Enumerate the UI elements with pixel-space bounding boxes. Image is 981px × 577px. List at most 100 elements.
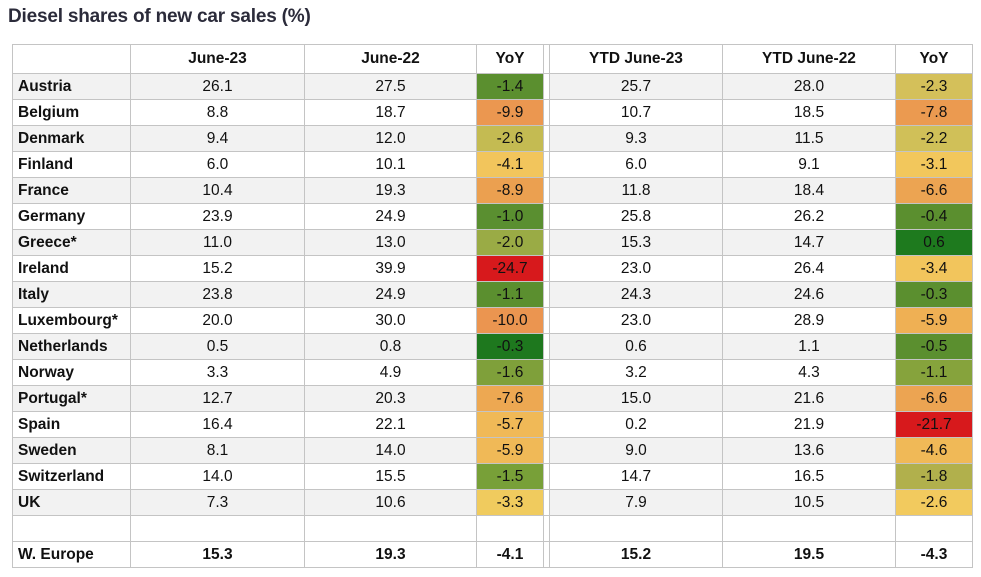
ytd-yoy-cell: -0.4	[895, 203, 973, 230]
june-23-cell: 8.8	[130, 99, 305, 126]
june-22-cell: 0.8	[304, 333, 477, 360]
ytd-june-22-cell: 16.5	[722, 463, 896, 490]
june-22-cell: 10.1	[304, 151, 477, 178]
june-23-cell: 15.2	[130, 255, 305, 282]
country-cell	[12, 515, 131, 542]
ytd-yoy-cell: 0.6	[895, 229, 973, 256]
june-22-cell: 24.9	[304, 281, 477, 308]
ytd-june-23-cell: 15.2	[549, 541, 723, 568]
header-row: June-23 June-22 YoY YTD June-23 YTD June…	[12, 44, 973, 74]
header-country	[12, 44, 131, 74]
ytd-yoy-cell: -1.1	[895, 359, 973, 386]
yoy-cell: -1.1	[476, 281, 544, 308]
june-23-cell: 23.8	[130, 281, 305, 308]
header-yoy: YoY	[476, 44, 544, 74]
country-cell: Germany	[12, 203, 131, 230]
table-row: Denmark 9.4 12.0 -2.6 9.3 11.5 -2.2	[12, 125, 973, 152]
june-23-cell: 0.5	[130, 333, 305, 360]
june-22-cell: 24.9	[304, 203, 477, 230]
table-row: France 10.4 19.3 -8.9 11.8 18.4 -6.6	[12, 177, 973, 204]
june-23-cell: 11.0	[130, 229, 305, 256]
table-row: Sweden 8.1 14.0 -5.9 9.0 13.6 -4.6	[12, 437, 973, 464]
june-22-cell: 10.6	[304, 489, 477, 516]
country-cell: Sweden	[12, 437, 131, 464]
ytd-june-23-cell: 9.3	[549, 125, 723, 152]
ytd-june-22-cell: 21.9	[722, 411, 896, 438]
table-row: Netherlands 0.5 0.8 -0.3 0.6 1.1 -0.5	[12, 333, 973, 360]
country-cell: Greece*	[12, 229, 131, 256]
total-row: W. Europe 15.3 19.3 -4.1 15.2 19.5 -4.3	[12, 541, 973, 568]
ytd-yoy-cell: -7.8	[895, 99, 973, 126]
header-june-23: June-23	[130, 44, 305, 74]
country-cell: Switzerland	[12, 463, 131, 490]
ytd-yoy-cell: -3.4	[895, 255, 973, 282]
diesel-share-table: June-23 June-22 YoY YTD June-23 YTD June…	[12, 44, 973, 568]
ytd-yoy-cell: -21.7	[895, 411, 973, 438]
june-22-cell: 15.5	[304, 463, 477, 490]
country-cell: Luxembourg*	[12, 307, 131, 334]
ytd-june-22-cell: 26.2	[722, 203, 896, 230]
june-22-cell: 19.3	[304, 177, 477, 204]
country-cell: W. Europe	[12, 541, 131, 568]
header-ytd-yoy: YoY	[895, 44, 973, 74]
table-row: Belgium 8.8 18.7 -9.9 10.7 18.5 -7.8	[12, 99, 973, 126]
yoy-cell: -24.7	[476, 255, 544, 282]
ytd-yoy-cell: -6.6	[895, 177, 973, 204]
june-23-cell: 10.4	[130, 177, 305, 204]
ytd-yoy-cell: -0.5	[895, 333, 973, 360]
yoy-cell: -5.9	[476, 437, 544, 464]
country-cell: Italy	[12, 281, 131, 308]
header-june-22: June-22	[304, 44, 477, 74]
ytd-june-23-cell: 14.7	[549, 463, 723, 490]
table-row: Italy 23.8 24.9 -1.1 24.3 24.6 -0.3	[12, 281, 973, 308]
ytd-yoy-cell: -5.9	[895, 307, 973, 334]
ytd-june-23-cell: 23.0	[549, 255, 723, 282]
country-cell: Ireland	[12, 255, 131, 282]
ytd-yoy-cell	[895, 515, 973, 542]
ytd-june-22-cell: 11.5	[722, 125, 896, 152]
yoy-cell: -1.5	[476, 463, 544, 490]
ytd-june-23-cell: 3.2	[549, 359, 723, 386]
ytd-june-22-cell: 28.9	[722, 307, 896, 334]
blank-row	[12, 515, 973, 542]
june-23-cell: 16.4	[130, 411, 305, 438]
yoy-cell: -5.7	[476, 411, 544, 438]
country-cell: Belgium	[12, 99, 131, 126]
ytd-june-22-cell: 26.4	[722, 255, 896, 282]
table-row: Norway 3.3 4.9 -1.6 3.2 4.3 -1.1	[12, 359, 973, 386]
country-cell: Netherlands	[12, 333, 131, 360]
ytd-june-23-cell: 15.0	[549, 385, 723, 412]
country-cell: Denmark	[12, 125, 131, 152]
yoy-cell: -1.0	[476, 203, 544, 230]
june-23-cell: 8.1	[130, 437, 305, 464]
ytd-june-22-cell: 9.1	[722, 151, 896, 178]
yoy-cell: -0.3	[476, 333, 544, 360]
june-23-cell: 6.0	[130, 151, 305, 178]
june-23-cell: 23.9	[130, 203, 305, 230]
june-23-cell	[130, 515, 305, 542]
june-22-cell: 18.7	[304, 99, 477, 126]
country-cell: Finland	[12, 151, 131, 178]
table-row: UK 7.3 10.6 -3.3 7.9 10.5 -2.6	[12, 489, 973, 516]
ytd-june-22-cell: 4.3	[722, 359, 896, 386]
ytd-june-22-cell: 28.0	[722, 73, 896, 100]
june-22-cell: 13.0	[304, 229, 477, 256]
ytd-yoy-cell: -3.1	[895, 151, 973, 178]
ytd-june-23-cell: 25.7	[549, 73, 723, 100]
country-cell: Norway	[12, 359, 131, 386]
yoy-cell: -7.6	[476, 385, 544, 412]
ytd-june-23-cell: 25.8	[549, 203, 723, 230]
header-ytd-june-23: YTD June-23	[549, 44, 723, 74]
june-22-cell: 27.5	[304, 73, 477, 100]
yoy-cell: -1.4	[476, 73, 544, 100]
table-row: Germany 23.9 24.9 -1.0 25.8 26.2 -0.4	[12, 203, 973, 230]
ytd-june-22-cell: 1.1	[722, 333, 896, 360]
yoy-cell: -2.6	[476, 125, 544, 152]
ytd-june-23-cell	[549, 515, 723, 542]
yoy-cell: -3.3	[476, 489, 544, 516]
country-cell: Portugal*	[12, 385, 131, 412]
yoy-cell: -10.0	[476, 307, 544, 334]
june-23-cell: 7.3	[130, 489, 305, 516]
table-row: Portugal* 12.7 20.3 -7.6 15.0 21.6 -6.6	[12, 385, 973, 412]
june-22-cell: 4.9	[304, 359, 477, 386]
